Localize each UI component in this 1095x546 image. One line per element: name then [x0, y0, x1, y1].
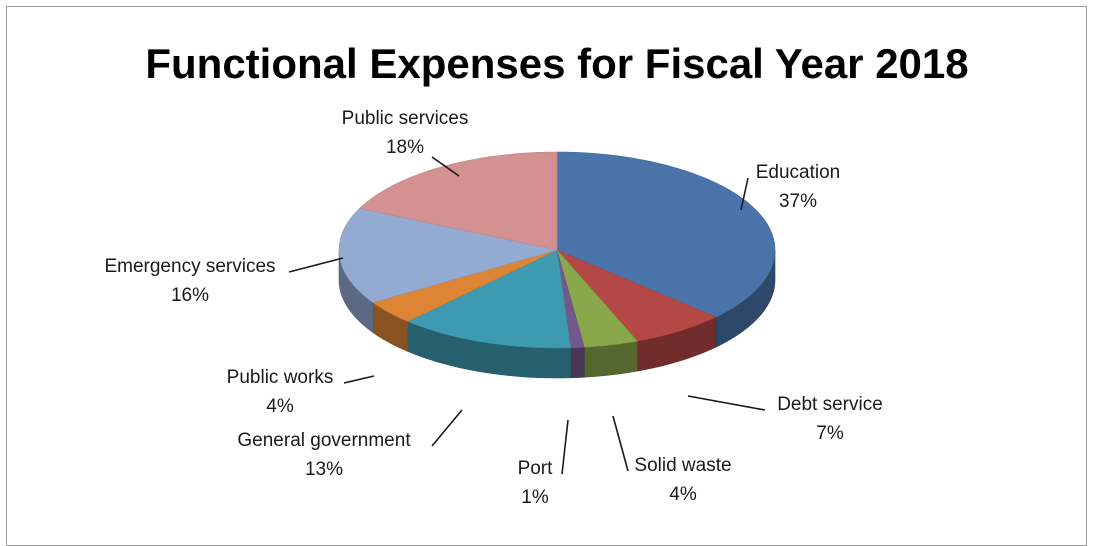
- pie-sides: [338, 249, 776, 379]
- label-name-public-services: Public services: [342, 108, 469, 129]
- label-name-port: Port: [518, 458, 554, 479]
- slice-emergency-services: [338, 207, 558, 303]
- slice-public-works: [372, 249, 558, 322]
- leader-line-debt-service: [687, 395, 766, 411]
- leader-line-port: [561, 419, 569, 475]
- leader-line-general-government: [431, 409, 463, 447]
- label-percent-emergency-services: 16%: [171, 285, 209, 306]
- leader-line-public-works: [343, 375, 375, 384]
- label-name-general-government: General government: [237, 430, 411, 451]
- leader-line-education: [740, 177, 749, 211]
- label-percent-debt-service: 7%: [816, 423, 844, 444]
- pie-chart: Functional Expenses for Fiscal Year 2018…: [104, 40, 968, 508]
- label-percent-port: 1%: [521, 487, 549, 508]
- slice-debt-service: [556, 249, 717, 342]
- slice-education: [556, 151, 776, 318]
- label-name-debt-service: Debt service: [777, 394, 883, 415]
- slice-solid-waste: [556, 249, 638, 348]
- label-percent-public-services: 18%: [386, 137, 424, 158]
- slice-general-government: [407, 249, 572, 349]
- leader-line-solid-waste: [612, 415, 629, 472]
- label-percent-general-government: 13%: [305, 459, 343, 480]
- leader-line-emergency-services: [288, 257, 344, 273]
- label-name-public-works: Public works: [227, 367, 334, 388]
- chart-title: Functional Expenses for Fiscal Year 2018: [145, 40, 968, 87]
- data-labels: Education 37% Debt service 7% Solid waste 4% P…: [104, 108, 882, 508]
- pie-slices: [338, 151, 776, 349]
- label-percent-solid-waste: 4%: [669, 484, 697, 505]
- slice-side-port: [570, 346, 585, 379]
- slice-public-services: [359, 151, 558, 251]
- label-percent-education: 37%: [779, 191, 817, 212]
- label-name-emergency-services: Emergency services: [104, 256, 275, 277]
- label-name-education: Education: [756, 162, 841, 183]
- label-percent-public-works: 4%: [266, 396, 294, 417]
- label-name-solid-waste: Solid waste: [634, 455, 731, 476]
- leader-line-public-services: [431, 156, 460, 177]
